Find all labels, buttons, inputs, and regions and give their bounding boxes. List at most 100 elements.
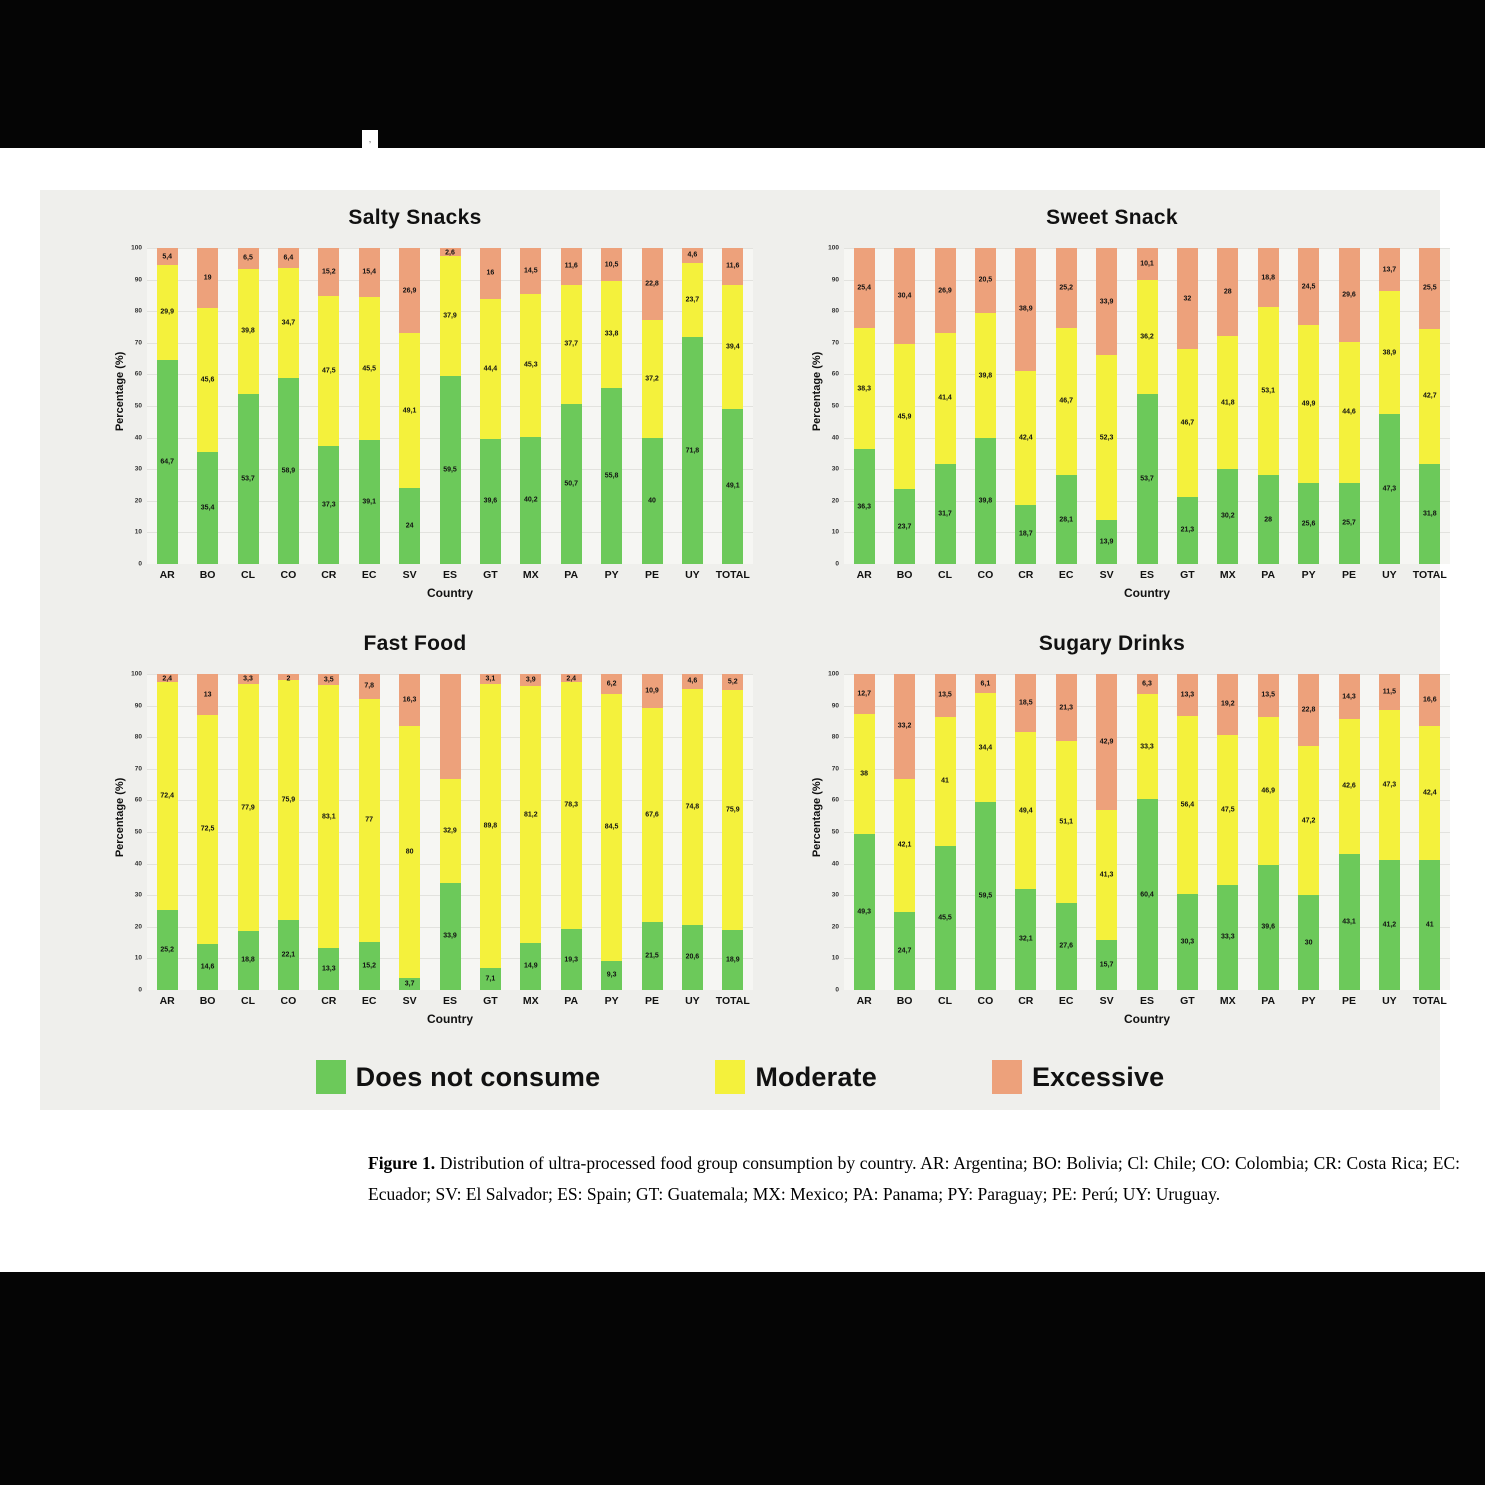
value-label: 42,4 bbox=[1422, 789, 1437, 797]
bar-segment bbox=[1015, 888, 1037, 990]
bar-segment bbox=[277, 920, 299, 990]
y-axis-tick-label: 70 bbox=[831, 339, 839, 347]
value-label: 4,6 bbox=[687, 251, 698, 259]
value-label: 25,5 bbox=[1422, 284, 1437, 292]
bar-segment bbox=[853, 449, 875, 564]
bar-segment bbox=[934, 674, 956, 717]
bar-segment bbox=[974, 312, 996, 439]
y-axis-tick-label: 60 bbox=[134, 370, 142, 378]
bar-segment bbox=[894, 248, 916, 345]
value-label: 75,9 bbox=[725, 806, 740, 814]
bar-segment bbox=[1338, 674, 1360, 720]
y-axis-tick-label: 0 bbox=[835, 560, 839, 568]
bar-segment bbox=[156, 265, 178, 360]
bar-segment bbox=[277, 680, 299, 921]
x-axis-tick-label: MX bbox=[522, 569, 539, 581]
value-label: 38,9 bbox=[1018, 305, 1033, 313]
bar-segment bbox=[1176, 496, 1198, 564]
y-axis-label: Percentage (%) bbox=[114, 777, 126, 858]
value-label: 14,5 bbox=[523, 267, 538, 275]
x-axis-tick-label: TOTAL bbox=[1412, 995, 1447, 1007]
value-label: 53,1 bbox=[1261, 387, 1275, 395]
bar-segment bbox=[439, 778, 461, 883]
value-label: 42,9 bbox=[1099, 738, 1114, 746]
bar-segment bbox=[399, 978, 421, 990]
value-label: 18,5 bbox=[1018, 699, 1033, 707]
x-axis-tick-label: BO bbox=[896, 569, 913, 581]
value-label: 60,4 bbox=[1140, 891, 1154, 899]
value-label: 24,5 bbox=[1301, 283, 1316, 291]
bar-segment bbox=[439, 256, 461, 376]
bar-segment bbox=[1298, 746, 1320, 896]
value-label: 19,2 bbox=[1220, 700, 1235, 708]
bar-segment bbox=[1136, 799, 1158, 990]
value-label: 13,5 bbox=[1261, 691, 1275, 699]
bar-segment bbox=[237, 268, 259, 395]
bar-segment bbox=[399, 674, 421, 726]
x-axis-label: Country bbox=[1124, 1012, 1170, 1026]
value-label: 6,2 bbox=[606, 680, 617, 688]
value-label: 11,6 bbox=[564, 262, 578, 270]
bar-segment bbox=[681, 248, 703, 263]
bar-segment bbox=[1257, 674, 1279, 717]
bar-segment bbox=[1338, 482, 1360, 564]
value-label: 39,8 bbox=[978, 372, 993, 380]
value-label: 37,3 bbox=[321, 501, 336, 509]
bar-segment bbox=[1096, 809, 1118, 941]
value-label: 3,5 bbox=[323, 676, 334, 684]
bar-segment bbox=[1378, 291, 1400, 415]
y-axis-tick-label: 80 bbox=[134, 307, 142, 315]
bar-segment bbox=[1136, 394, 1158, 564]
legend-swatch bbox=[315, 1060, 346, 1094]
x-axis-tick-label: AR bbox=[159, 569, 175, 581]
value-label: 6,3 bbox=[1142, 680, 1152, 688]
value-label: 41 bbox=[941, 777, 949, 785]
bar-segment bbox=[399, 725, 421, 979]
y-axis-tick-label: 70 bbox=[134, 765, 142, 773]
y-axis-tick-label: 70 bbox=[831, 765, 839, 773]
chart-title: Sugary Drinks bbox=[1038, 632, 1186, 655]
y-axis-tick-label: 10 bbox=[831, 954, 839, 962]
bar-segment bbox=[1338, 719, 1360, 854]
value-label: 13 bbox=[203, 691, 212, 699]
x-axis-tick-label: CL bbox=[938, 995, 952, 1007]
value-label: 13,3 bbox=[1180, 691, 1195, 699]
value-label: 64,7 bbox=[160, 458, 174, 466]
value-label: 20,5 bbox=[978, 276, 993, 284]
y-axis-tick-label: 80 bbox=[831, 733, 839, 741]
bar-segment bbox=[318, 674, 340, 686]
value-label: 24 bbox=[405, 522, 414, 530]
x-axis-tick-label: EC bbox=[361, 569, 377, 581]
legend-swatch bbox=[991, 1060, 1022, 1094]
x-axis-tick-label: UY bbox=[685, 995, 700, 1007]
bar-segment bbox=[560, 681, 582, 929]
bar-segment bbox=[318, 446, 340, 564]
y-axis-tick-label: 40 bbox=[831, 860, 839, 868]
value-label: 77,9 bbox=[241, 804, 255, 811]
bar-segment bbox=[520, 293, 542, 437]
value-label: 13,5 bbox=[938, 691, 952, 699]
x-axis-tick-label: PA bbox=[564, 995, 579, 1007]
bar-segment bbox=[601, 387, 623, 564]
bar-segment bbox=[197, 308, 219, 453]
x-axis-tick-label: CL bbox=[938, 569, 952, 581]
bar-segment bbox=[934, 333, 956, 464]
value-label: 55,8 bbox=[604, 472, 619, 480]
y-axis-tick-label: 90 bbox=[134, 702, 142, 710]
value-label: 5,4 bbox=[162, 253, 173, 261]
value-label: 77 bbox=[365, 816, 374, 824]
bar-segment bbox=[1217, 674, 1239, 735]
bar-segment bbox=[1298, 248, 1320, 326]
x-axis-tick-label: AR bbox=[856, 569, 872, 581]
y-axis-label-wrap: Percentage (%) bbox=[790, 324, 823, 504]
bar-segment bbox=[156, 359, 178, 564]
bar-segment bbox=[520, 942, 542, 990]
y-axis-tick-label: 90 bbox=[134, 276, 142, 284]
value-label: 3,7 bbox=[404, 980, 415, 988]
bar-segment bbox=[894, 344, 916, 490]
bar-segment bbox=[1055, 741, 1077, 903]
bar-segment bbox=[1298, 674, 1320, 747]
value-label: 21,3 bbox=[1180, 526, 1195, 534]
value-label: 35,4 bbox=[200, 504, 215, 512]
bar-segment bbox=[722, 690, 744, 931]
